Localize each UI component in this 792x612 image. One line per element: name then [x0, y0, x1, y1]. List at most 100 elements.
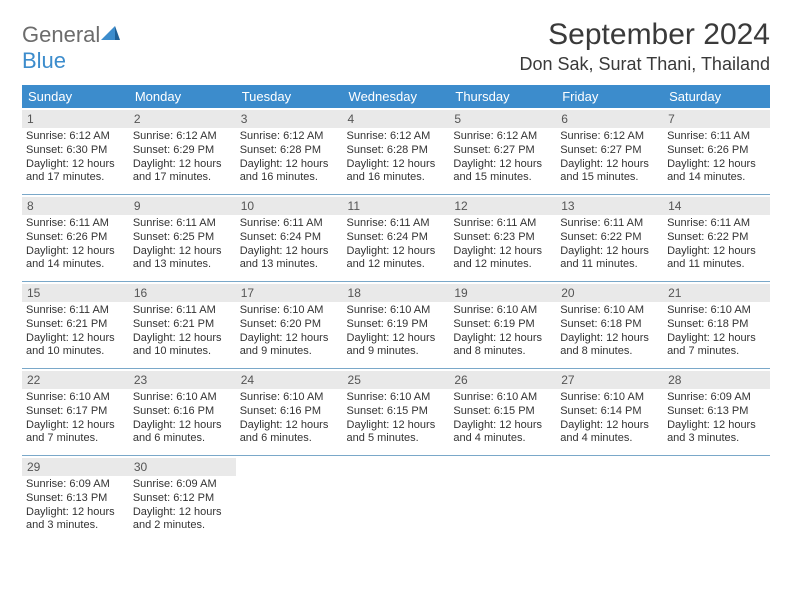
sunrise-line: Sunrise: 6:11 AM — [667, 130, 766, 144]
sunrise-line: Sunrise: 6:11 AM — [133, 304, 232, 318]
weekday-header: Monday — [129, 85, 236, 108]
daylight-line: Daylight: 12 hours and 16 minutes. — [347, 158, 446, 186]
calendar-cell: 20Sunrise: 6:10 AMSunset: 6:18 PMDayligh… — [556, 282, 663, 369]
sunset-line: Sunset: 6:22 PM — [667, 231, 766, 245]
calendar-cell: 6Sunrise: 6:12 AMSunset: 6:27 PMDaylight… — [556, 108, 663, 195]
calendar-row: 29Sunrise: 6:09 AMSunset: 6:13 PMDayligh… — [22, 456, 770, 543]
sunrise-line: Sunrise: 6:10 AM — [347, 304, 446, 318]
day-number: 23 — [129, 371, 236, 389]
calendar-cell: 28Sunrise: 6:09 AMSunset: 6:13 PMDayligh… — [663, 369, 770, 456]
daylight-line: Daylight: 12 hours and 4 minutes. — [560, 419, 659, 447]
sunrise-line: Sunrise: 6:11 AM — [560, 217, 659, 231]
day-number: 27 — [556, 371, 663, 389]
location-subtitle: Don Sak, Surat Thani, Thailand — [520, 54, 771, 75]
sunset-line: Sunset: 6:13 PM — [26, 492, 125, 506]
calendar-cell: 2Sunrise: 6:12 AMSunset: 6:29 PMDaylight… — [129, 108, 236, 195]
logo: General Blue — [22, 18, 121, 74]
daylight-line: Daylight: 12 hours and 3 minutes. — [667, 419, 766, 447]
daylight-line: Daylight: 12 hours and 4 minutes. — [453, 419, 552, 447]
day-number: 21 — [663, 284, 770, 302]
day-number: 1 — [22, 110, 129, 128]
sunset-line: Sunset: 6:23 PM — [453, 231, 552, 245]
daylight-line: Daylight: 12 hours and 7 minutes. — [26, 419, 125, 447]
daylight-line: Daylight: 12 hours and 3 minutes. — [26, 506, 125, 534]
sunset-line: Sunset: 6:22 PM — [560, 231, 659, 245]
daylight-line: Daylight: 12 hours and 15 minutes. — [453, 158, 552, 186]
sunset-line: Sunset: 6:18 PM — [667, 318, 766, 332]
day-number: 17 — [236, 284, 343, 302]
daylight-line: Daylight: 12 hours and 13 minutes. — [240, 245, 339, 273]
day-number: 3 — [236, 110, 343, 128]
sunrise-line: Sunrise: 6:11 AM — [453, 217, 552, 231]
sunset-line: Sunset: 6:28 PM — [240, 144, 339, 158]
calendar-cell: 13Sunrise: 6:11 AMSunset: 6:22 PMDayligh… — [556, 195, 663, 282]
day-number: 10 — [236, 197, 343, 215]
calendar-cell: 17Sunrise: 6:10 AMSunset: 6:20 PMDayligh… — [236, 282, 343, 369]
day-number: 18 — [343, 284, 450, 302]
daylight-line: Daylight: 12 hours and 15 minutes. — [560, 158, 659, 186]
sunrise-line: Sunrise: 6:12 AM — [240, 130, 339, 144]
sunset-line: Sunset: 6:27 PM — [560, 144, 659, 158]
calendar-table: Sunday Monday Tuesday Wednesday Thursday… — [22, 85, 770, 542]
daylight-line: Daylight: 12 hours and 13 minutes. — [133, 245, 232, 273]
sunrise-line: Sunrise: 6:11 AM — [240, 217, 339, 231]
daylight-line: Daylight: 12 hours and 12 minutes. — [347, 245, 446, 273]
weekday-header-row: Sunday Monday Tuesday Wednesday Thursday… — [22, 85, 770, 108]
calendar-cell: 21Sunrise: 6:10 AMSunset: 6:18 PMDayligh… — [663, 282, 770, 369]
calendar-cell: 5Sunrise: 6:12 AMSunset: 6:27 PMDaylight… — [449, 108, 556, 195]
sunset-line: Sunset: 6:16 PM — [240, 405, 339, 419]
daylight-line: Daylight: 12 hours and 5 minutes. — [347, 419, 446, 447]
calendar-cell: 8Sunrise: 6:11 AMSunset: 6:26 PMDaylight… — [22, 195, 129, 282]
sunrise-line: Sunrise: 6:11 AM — [667, 217, 766, 231]
day-number: 24 — [236, 371, 343, 389]
calendar-row: 1Sunrise: 6:12 AMSunset: 6:30 PMDaylight… — [22, 108, 770, 195]
calendar-cell: 23Sunrise: 6:10 AMSunset: 6:16 PMDayligh… — [129, 369, 236, 456]
calendar-cell-empty — [556, 456, 663, 543]
day-number: 14 — [663, 197, 770, 215]
day-number: 11 — [343, 197, 450, 215]
sunrise-line: Sunrise: 6:12 AM — [26, 130, 125, 144]
sunset-line: Sunset: 6:16 PM — [133, 405, 232, 419]
sunrise-line: Sunrise: 6:09 AM — [133, 478, 232, 492]
sunset-line: Sunset: 6:26 PM — [26, 231, 125, 245]
daylight-line: Daylight: 12 hours and 17 minutes. — [26, 158, 125, 186]
daylight-line: Daylight: 12 hours and 9 minutes. — [240, 332, 339, 360]
day-number: 12 — [449, 197, 556, 215]
sunset-line: Sunset: 6:24 PM — [347, 231, 446, 245]
sunset-line: Sunset: 6:28 PM — [347, 144, 446, 158]
daylight-line: Daylight: 12 hours and 12 minutes. — [453, 245, 552, 273]
calendar-cell: 22Sunrise: 6:10 AMSunset: 6:17 PMDayligh… — [22, 369, 129, 456]
calendar-cell: 16Sunrise: 6:11 AMSunset: 6:21 PMDayligh… — [129, 282, 236, 369]
day-number: 8 — [22, 197, 129, 215]
sunrise-line: Sunrise: 6:10 AM — [453, 304, 552, 318]
sunset-line: Sunset: 6:24 PM — [240, 231, 339, 245]
daylight-line: Daylight: 12 hours and 10 minutes. — [26, 332, 125, 360]
calendar-cell: 7Sunrise: 6:11 AMSunset: 6:26 PMDaylight… — [663, 108, 770, 195]
logo-word-blue: Blue — [22, 48, 66, 73]
daylight-line: Daylight: 12 hours and 11 minutes. — [667, 245, 766, 273]
sunrise-line: Sunrise: 6:11 AM — [26, 304, 125, 318]
calendar-cell: 10 Sunrise: 6:11 AMSunset: 6:24 PMDayligh… — [236, 195, 343, 282]
calendar-cell: 24Sunrise: 6:10 AMSunset: 6:16 PMDayligh… — [236, 369, 343, 456]
sunset-line: Sunset: 6:25 PM — [133, 231, 232, 245]
calendar-cell: 29Sunrise: 6:09 AMSunset: 6:13 PMDayligh… — [22, 456, 129, 543]
day-number: 4 — [343, 110, 450, 128]
calendar-cell: 18 Sunrise: 6:10 AMSunset: 6:19 PMDayligh… — [343, 282, 450, 369]
calendar-row: 22Sunrise: 6:10 AMSunset: 6:17 PMDayligh… — [22, 369, 770, 456]
daylight-line: Daylight: 12 hours and 17 minutes. — [133, 158, 232, 186]
sunrise-line: Sunrise: 6:09 AM — [26, 478, 125, 492]
sunset-line: Sunset: 6:13 PM — [667, 405, 766, 419]
calendar-cell: 4 Sunrise: 6:12 AMSunset: 6:28 PMDaylight… — [343, 108, 450, 195]
daylight-line: Daylight: 12 hours and 9 minutes. — [347, 332, 446, 360]
day-number: 19 — [449, 284, 556, 302]
sunrise-line: Sunrise: 6:10 AM — [453, 391, 552, 405]
sunset-line: Sunset: 6:14 PM — [560, 405, 659, 419]
day-number: 22 — [22, 371, 129, 389]
sunset-line: Sunset: 6:19 PM — [347, 318, 446, 332]
sunrise-line: Sunrise: 6:12 AM — [347, 130, 446, 144]
calendar-cell: 9Sunrise: 6:11 AMSunset: 6:25 PMDaylight… — [129, 195, 236, 282]
weekday-header: Thursday — [449, 85, 556, 108]
sunset-line: Sunset: 6:17 PM — [26, 405, 125, 419]
sunset-line: Sunset: 6:19 PM — [453, 318, 552, 332]
daylight-line: Daylight: 12 hours and 8 minutes. — [560, 332, 659, 360]
